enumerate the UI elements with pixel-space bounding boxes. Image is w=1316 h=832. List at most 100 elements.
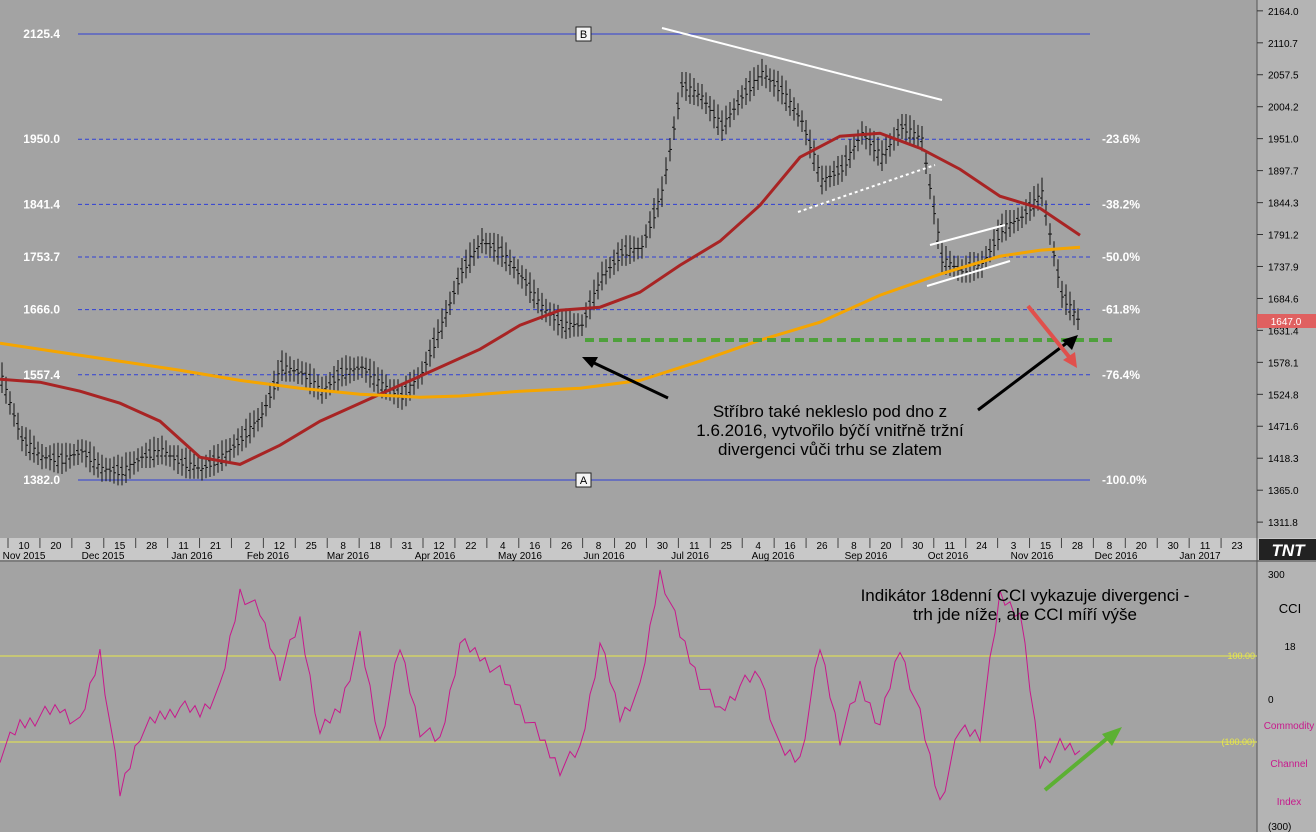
- date-day-tick: 8: [851, 541, 857, 552]
- price-bar: [876, 136, 880, 166]
- price-bar: [720, 110, 724, 142]
- price-bar: [828, 165, 832, 188]
- price-bar: [776, 70, 780, 102]
- price-bar: [20, 426, 24, 452]
- support-trendline-dotted: [797, 164, 936, 213]
- price-bar: [356, 356, 360, 380]
- price-bar: [496, 234, 500, 265]
- price-bar: [368, 358, 372, 388]
- price-bar: [836, 156, 840, 185]
- price-bar: [12, 403, 16, 427]
- current-price-badge: 1647.0: [1257, 314, 1316, 329]
- price-bar: [936, 218, 940, 250]
- price-bar: [28, 429, 32, 461]
- price-bar: [56, 442, 60, 474]
- price-bar: [632, 236, 636, 262]
- price-bar: [544, 298, 548, 323]
- price-axis: 2164.0 2110.7 2057.5 2004.2 1951.0 1897.7 1844…: [1257, 7, 1299, 529]
- date-month-label: Mar 2016: [327, 551, 370, 562]
- price-bar: [804, 120, 808, 146]
- date-day-tick: 20: [880, 541, 892, 552]
- date-month-label: Nov 2016: [1011, 551, 1054, 562]
- price-bar: [1020, 206, 1024, 229]
- date-axis: 10 20 3 15 28 11 21 2 12 25 8 18 31 12 22 4 16 26 8 20 30 11 2…: [3, 538, 1243, 562]
- date-day-tick: 30: [1168, 541, 1180, 552]
- price-bar: [76, 439, 80, 466]
- date-month-label: Jun 2016: [583, 551, 625, 562]
- price-bar: [832, 160, 836, 187]
- price-bar: [260, 402, 264, 428]
- date-day-tick: 2: [245, 541, 251, 552]
- fib-left-label: 1382.0: [23, 473, 60, 487]
- date-day-tick: 20: [1136, 541, 1148, 552]
- svg-text:TNT: TNT: [1271, 541, 1306, 560]
- cci-green-arrow: [1043, 727, 1122, 792]
- date-day-tick: 24: [976, 541, 988, 552]
- price-bar: [264, 394, 268, 417]
- date-day-tick: 20: [50, 541, 62, 552]
- red-down-arrow: [1026, 304, 1072, 360]
- price-tick-label: 2164.0: [1268, 7, 1299, 18]
- price-bar: [780, 75, 784, 105]
- price-bar: [916, 124, 920, 149]
- price-bar: [824, 165, 828, 191]
- price-bar: [332, 366, 336, 394]
- price-bar: [976, 253, 980, 279]
- date-month-label: Apr 2016: [415, 551, 456, 562]
- price-bar: [1012, 210, 1016, 234]
- date-day-tick: 15: [114, 541, 126, 552]
- date-month-label: Sep 2016: [845, 551, 888, 562]
- price-tick-label: 1951.0: [1268, 135, 1299, 146]
- price-bar: [616, 242, 620, 272]
- price-bar: [592, 279, 596, 311]
- price-bar: [768, 68, 772, 92]
- price-tick-label: 1471.6: [1268, 422, 1299, 433]
- price-bar: [560, 309, 564, 339]
- price-bar: [672, 116, 676, 140]
- date-day-tick: 28: [1072, 541, 1084, 552]
- price-bar: [880, 140, 884, 172]
- fib-right-label: -23.6%: [1102, 132, 1140, 146]
- cci-annotation: Indikátor 18denní CCI vykazuje divergenc…: [861, 586, 1190, 624]
- flag-lower-line: [926, 260, 1011, 287]
- date-day-tick: 11: [1200, 541, 1211, 552]
- price-tick-label: 1365.0: [1268, 486, 1299, 497]
- price-tick-label: 1897.7: [1268, 167, 1299, 178]
- price-bar: [1076, 308, 1080, 331]
- price-bar: [180, 448, 184, 476]
- price-bar: [192, 453, 196, 479]
- date-month-label: Nov 2015: [3, 551, 46, 562]
- fib-left-label: 2125.4: [23, 27, 60, 41]
- price-bar: [132, 451, 136, 475]
- fib-left-label: 1753.7: [23, 250, 60, 264]
- date-month-label: Jul 2016: [671, 551, 709, 562]
- price-tick-label: 1791.2: [1268, 231, 1299, 242]
- date-month-label: May 2016: [498, 551, 542, 562]
- price-bar: [572, 313, 576, 337]
- price-bar: [636, 237, 640, 260]
- flag-upper-line: [929, 224, 1006, 246]
- price-bar: [704, 92, 708, 115]
- price-bar: [960, 259, 964, 283]
- date-day-tick: 20: [625, 541, 637, 552]
- price-bar: [644, 224, 648, 248]
- price-bar: [628, 235, 632, 265]
- price-bar: [944, 246, 948, 275]
- price-bar: [608, 256, 612, 279]
- cci-period: 18: [1284, 642, 1296, 653]
- price-bar: [740, 85, 744, 109]
- annotation-line-3: divergenci vůči trhu se zlatem: [718, 440, 942, 459]
- price-bar: [568, 310, 572, 338]
- price-bar: [1032, 186, 1036, 217]
- price-bar: [524, 268, 528, 296]
- date-day-tick: 12: [274, 541, 286, 552]
- date-day-tick: 3: [85, 541, 91, 552]
- price-bar: [756, 64, 760, 91]
- moving-average-orange: [0, 245, 1081, 399]
- price-bar: [696, 82, 700, 107]
- price-tick-label: 1418.3: [1268, 454, 1299, 465]
- price-bar: [72, 444, 76, 466]
- price-bar: [280, 350, 284, 382]
- price-bar: [728, 102, 732, 128]
